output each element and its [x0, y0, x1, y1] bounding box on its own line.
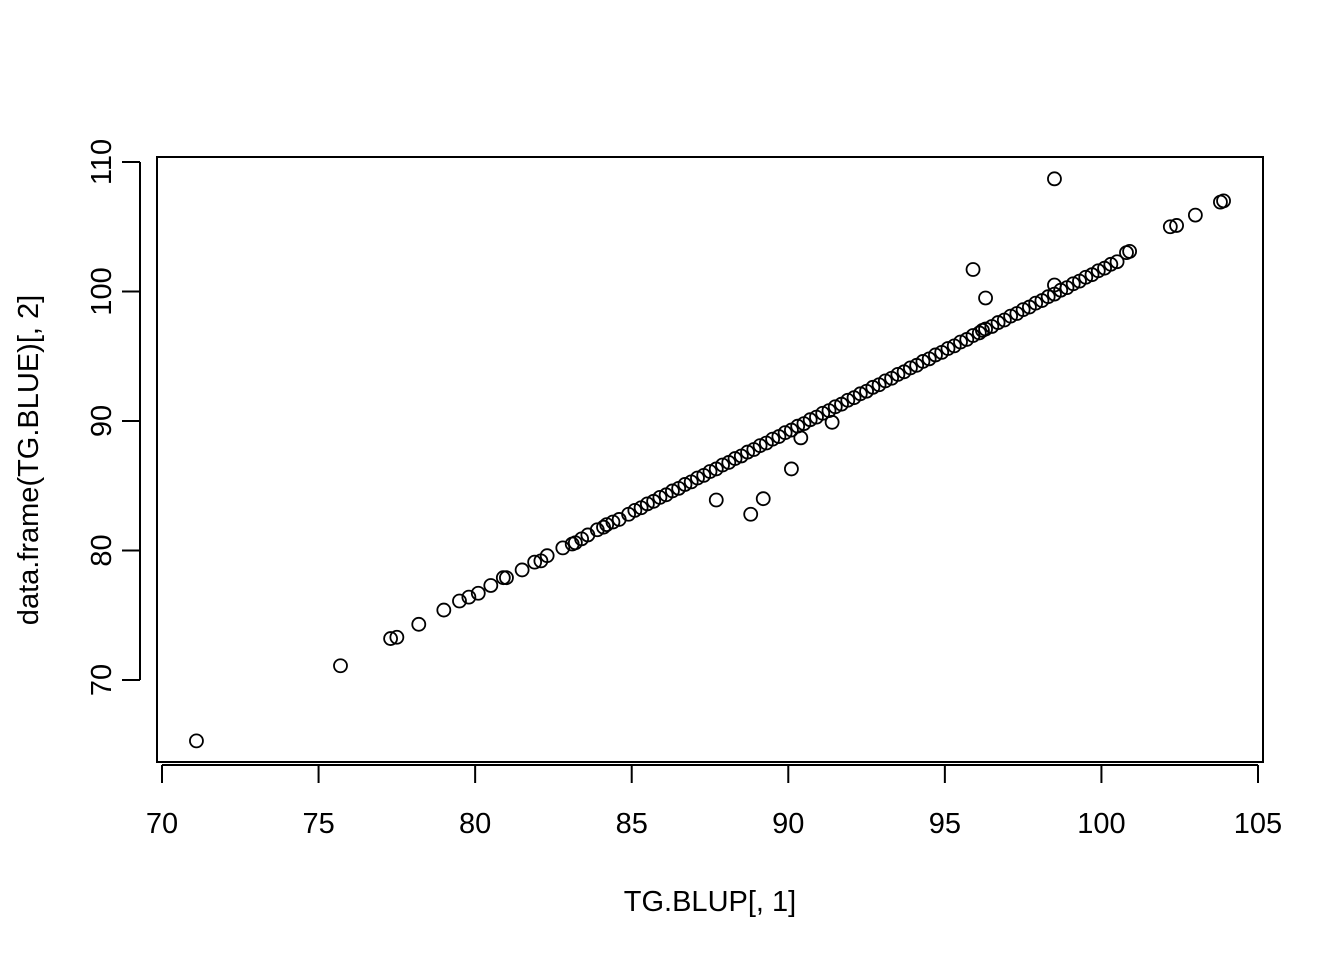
data-point: [483, 578, 499, 593]
data-point: [383, 631, 398, 646]
data-point: [189, 733, 204, 749]
data-point: [824, 414, 840, 430]
x-tick-label: 80: [459, 808, 491, 840]
data-point: [555, 540, 571, 556]
data-point: [389, 629, 405, 645]
x-tick-label: 100: [1077, 808, 1125, 840]
data-point: [793, 430, 809, 446]
data-point: [514, 562, 530, 578]
x-tick-label: 105: [1234, 808, 1282, 840]
x-tick-label: 90: [772, 808, 804, 840]
y-axis-label: data.frame(TG.BLUE)[, 2]: [13, 295, 45, 625]
data-point: [1122, 243, 1138, 259]
data-point: [527, 554, 543, 570]
x-tick-label: 85: [616, 808, 648, 840]
x-tick-label: 70: [146, 808, 178, 840]
data-point: [755, 491, 771, 507]
plot-frame: [156, 156, 1264, 763]
data-point: [708, 492, 724, 508]
data-point: [784, 461, 799, 477]
x-axis: 70 75 80 85 90 95 100 105: [146, 764, 1282, 840]
data-point: [333, 658, 348, 674]
data-point: [978, 290, 993, 306]
data-point: [452, 593, 467, 609]
y-tick-label: 110: [86, 139, 118, 185]
data-point: [1169, 218, 1184, 233]
data-point: [411, 616, 427, 632]
y-tick-label: 80: [86, 534, 118, 566]
data-point: [1047, 277, 1062, 293]
y-axis: 70 80 90 100 110: [86, 139, 141, 696]
y-tick-label: 90: [86, 405, 118, 437]
data-point: [975, 322, 990, 338]
data-point: [1216, 193, 1231, 209]
y-tick-label: 70: [86, 664, 118, 696]
x-tick-label: 95: [929, 808, 961, 840]
x-axis-label: TG.BLUP[, 1]: [624, 886, 796, 918]
data-point: [1109, 254, 1125, 270]
data-point: [539, 548, 555, 564]
y-tick-label: 100: [86, 267, 118, 315]
data-point: [499, 570, 514, 586]
data-point: [495, 570, 511, 586]
data-point: [1162, 219, 1178, 235]
data-point: [436, 602, 452, 618]
data-points: [189, 171, 1231, 749]
data-point: [965, 262, 981, 277]
data-point: [470, 585, 486, 601]
data-point: [1047, 171, 1062, 187]
data-point: [1187, 207, 1203, 223]
x-tick-label: 75: [302, 808, 334, 840]
data-point: [743, 506, 759, 522]
data-point: [461, 589, 477, 605]
